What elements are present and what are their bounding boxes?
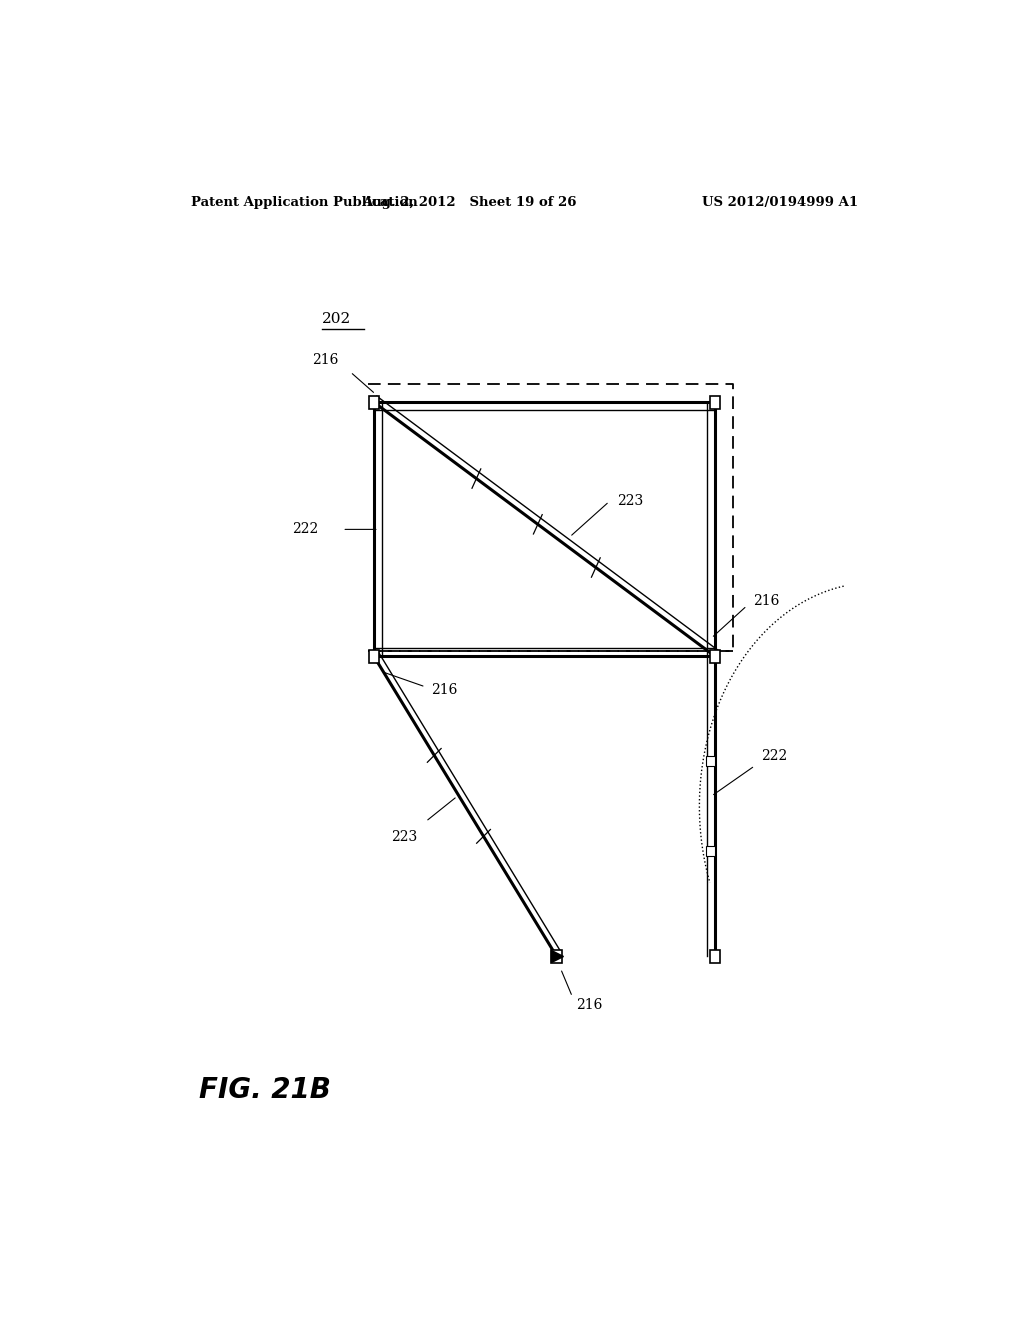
Text: 202: 202 bbox=[323, 312, 351, 326]
Text: US 2012/0194999 A1: US 2012/0194999 A1 bbox=[702, 195, 858, 209]
Text: 222: 222 bbox=[292, 523, 318, 536]
Text: Aug. 2, 2012   Sheet 19 of 26: Aug. 2, 2012 Sheet 19 of 26 bbox=[362, 195, 577, 209]
Bar bbox=[706, 756, 715, 767]
Text: Patent Application Publication: Patent Application Publication bbox=[191, 195, 418, 209]
Text: 222: 222 bbox=[761, 748, 787, 763]
Text: 223: 223 bbox=[391, 830, 418, 843]
Bar bbox=[369, 396, 379, 409]
Bar bbox=[710, 396, 721, 409]
Bar bbox=[369, 649, 379, 663]
Text: 216: 216 bbox=[312, 352, 338, 367]
Bar bbox=[710, 649, 721, 663]
Text: 216: 216 bbox=[431, 682, 458, 697]
Bar bbox=[551, 949, 562, 962]
Text: 216: 216 bbox=[753, 594, 779, 607]
Text: FIG. 21B: FIG. 21B bbox=[200, 1076, 332, 1105]
Text: 223: 223 bbox=[617, 495, 643, 508]
Bar bbox=[706, 846, 715, 857]
Bar bbox=[710, 949, 721, 962]
Text: 216: 216 bbox=[577, 998, 603, 1012]
